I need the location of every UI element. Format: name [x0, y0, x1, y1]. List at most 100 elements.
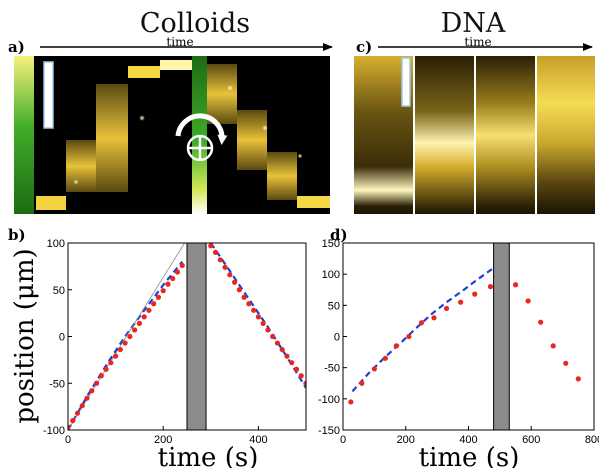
y-tick-label: 50	[53, 285, 65, 297]
data-point	[208, 243, 214, 249]
data-point	[70, 418, 76, 424]
dna-frame	[537, 56, 595, 214]
data-point	[279, 346, 285, 353]
data-point	[472, 291, 478, 297]
data-point	[122, 340, 128, 346]
data-point	[265, 327, 271, 333]
data-point	[155, 294, 162, 300]
colloid-band	[36, 196, 66, 210]
title-dna: DNA	[441, 8, 506, 39]
data-point	[270, 333, 276, 340]
data-point	[165, 281, 171, 287]
data-point	[212, 249, 219, 255]
data-point	[68, 424, 71, 430]
y-tick-label: 100	[47, 238, 65, 250]
data-point	[293, 366, 300, 372]
data-point	[222, 264, 228, 270]
colloid-particle	[297, 153, 303, 159]
x-axis-title-d: time (s)	[419, 443, 520, 468]
data-point	[93, 380, 100, 386]
y-tick-label: -100	[318, 394, 340, 406]
y-tick-label: 100	[322, 269, 340, 281]
gray-bar	[186, 243, 207, 430]
y-tick-label: 150	[322, 238, 340, 250]
frame-separator	[413, 56, 415, 214]
data-point	[382, 355, 388, 361]
data-point	[255, 314, 261, 320]
data-point	[117, 346, 123, 353]
data-point	[241, 294, 247, 300]
time-label-c: time	[464, 35, 491, 49]
data-point	[227, 272, 233, 278]
colloid-band	[128, 66, 160, 78]
y-tick-label: -50	[324, 363, 340, 375]
panel-letter-a: a)	[8, 38, 25, 56]
data-point	[136, 320, 142, 327]
data-point	[550, 343, 556, 349]
data-point	[151, 301, 157, 307]
data-point	[348, 399, 354, 405]
frame-separator	[474, 56, 476, 214]
data-point	[146, 307, 152, 313]
data-point	[563, 360, 569, 366]
colloid-particle	[73, 179, 79, 185]
chart-b: b) 0 200 400 100 50 0 -50 -100 time (s)	[8, 226, 307, 468]
data-point	[113, 353, 119, 359]
data-point	[284, 353, 290, 359]
data-point	[74, 410, 81, 416]
panel-letter-d: d)	[330, 226, 348, 244]
scale-bar	[401, 57, 411, 107]
y-tick-label: -100	[43, 425, 65, 437]
data-point	[487, 284, 494, 290]
plot-frame-d	[342, 242, 595, 431]
data-point	[251, 307, 257, 313]
data-point	[260, 320, 266, 327]
colloid-band	[66, 140, 96, 192]
data-point	[108, 360, 114, 366]
data-point	[84, 395, 90, 401]
data-point	[359, 380, 365, 386]
colloid-particle	[227, 85, 233, 91]
colloid-band	[237, 110, 267, 170]
x-tick-label: 200	[397, 434, 415, 446]
panel-a: a) time	[8, 35, 333, 214]
colloid-particle	[262, 125, 268, 131]
x-tick-label: 200	[154, 434, 172, 446]
data-point	[512, 282, 519, 288]
data-point	[431, 315, 437, 321]
colloid-particle	[139, 115, 145, 121]
data-point	[141, 314, 147, 320]
x-axis-title-b: time (s)	[158, 443, 259, 468]
panel-c: c) time	[354, 35, 595, 214]
fit-line	[68, 261, 184, 430]
x-tick-label: 400	[249, 434, 267, 446]
data-point	[298, 373, 304, 379]
title-colloids: Colloids	[140, 8, 250, 39]
data-point	[406, 333, 412, 340]
y-tick-label: 50	[328, 300, 340, 312]
data-point	[232, 279, 238, 285]
data-point	[236, 287, 242, 293]
x-tick-label: 400	[459, 434, 477, 446]
data-point	[525, 298, 531, 304]
data-point	[160, 288, 166, 294]
colloid-band	[297, 196, 330, 208]
scale-bar	[43, 61, 54, 129]
data-point	[217, 257, 223, 263]
x-tick-label: 0	[340, 434, 346, 446]
dna-frame	[415, 56, 474, 214]
gray-bar	[493, 243, 510, 430]
time-label-a: time	[166, 35, 193, 49]
data-point	[103, 366, 109, 372]
data-point	[127, 333, 133, 340]
panel-letter-b: b)	[8, 226, 26, 244]
data-point	[393, 343, 399, 349]
data-point	[289, 360, 295, 366]
x-tick-label: 800	[585, 434, 599, 446]
reference-line	[68, 243, 185, 430]
x-tick-label: 600	[522, 434, 540, 446]
rotation-icon	[175, 113, 228, 162]
chart-d: d) 0 200 400 600 800 150 100 50 0 -50 -100 -150 tim…	[318, 226, 599, 468]
fit-line	[351, 267, 495, 393]
